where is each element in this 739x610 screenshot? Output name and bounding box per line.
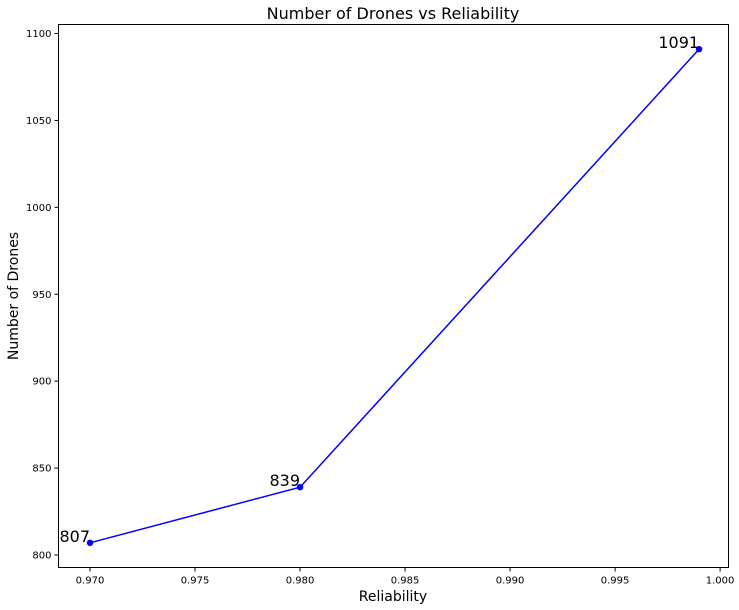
data-point [86, 539, 94, 547]
x-tick-label: 0.970 [76, 576, 105, 587]
data-label: 807 [59, 527, 90, 546]
y-axis-ticks: 800 850 900 950 1000 1050 1100 [26, 29, 59, 561]
x-tick-label: 0.975 [181, 576, 210, 587]
y-tick-label: 800 [32, 550, 51, 561]
data-label: 839 [269, 471, 300, 490]
plot-series: 807 839 1091 [59, 33, 703, 547]
data-label: 1091 [658, 33, 699, 52]
x-tick-label: 0.980 [286, 576, 315, 587]
x-tick-label: 0.995 [601, 576, 630, 587]
plot-frame [58, 24, 729, 568]
y-tick-label: 900 [32, 377, 51, 388]
chart-title: Number of Drones vs Reliability [267, 4, 520, 23]
x-tick-label: 0.990 [496, 576, 525, 587]
data-point [695, 45, 703, 53]
x-tick-label: 0.985 [391, 576, 420, 587]
x-axis-label: Reliability [359, 589, 427, 605]
y-tick-label: 1100 [26, 29, 51, 40]
y-tick-label: 1000 [26, 203, 51, 214]
data-point [296, 483, 304, 491]
x-axis-ticks: 0.970 0.975 0.980 0.985 0.990 0.995 1.000 [76, 567, 735, 587]
x-tick-label: 1.000 [706, 576, 735, 587]
y-tick-label: 950 [32, 290, 51, 301]
y-tick-label: 1050 [26, 116, 51, 127]
y-tick-label: 850 [32, 464, 51, 475]
y-axis-label: Number of Drones [6, 232, 22, 360]
